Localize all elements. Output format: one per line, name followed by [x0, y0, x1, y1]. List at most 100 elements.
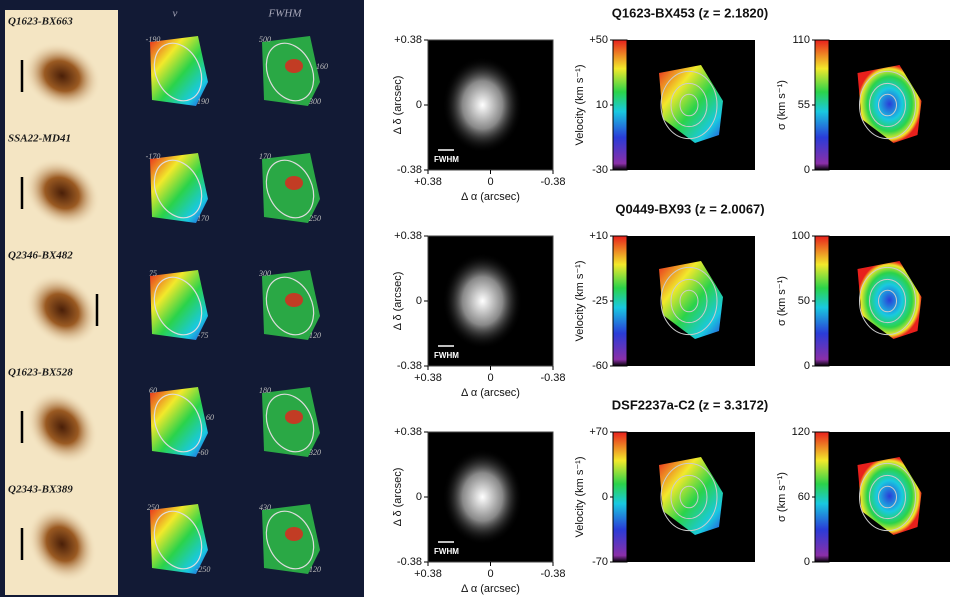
contour — [679, 485, 699, 509]
contour — [265, 159, 315, 219]
map-label: 170 — [259, 152, 271, 161]
contour — [869, 82, 906, 128]
colorbar — [612, 235, 628, 367]
contour — [859, 462, 916, 532]
map-label: 60 — [206, 413, 214, 422]
colorbar-tick-label: 120 — [792, 426, 810, 438]
colorbar-tick-label: -30 — [592, 164, 608, 176]
contour — [869, 474, 906, 520]
colorbar-tick-label: +10 — [589, 230, 608, 242]
colorbar-tick-label: 100 — [792, 230, 810, 242]
colorbar-label: σ (km s⁻¹) — [776, 80, 788, 130]
colorbar-tick-label: 60 — [798, 491, 810, 503]
y-tick-label: +0.38 — [394, 426, 422, 438]
galaxy-name: Q1623-BX528 — [8, 367, 73, 379]
colorbar-tick-label: +50 — [589, 34, 608, 46]
colorbar-tick-label: 110 — [792, 34, 810, 46]
map-label: 300 — [308, 97, 321, 106]
galaxy-thumbnail — [25, 274, 99, 346]
galaxy-image — [442, 57, 523, 153]
colorbar-tick-label: 0 — [804, 164, 810, 176]
colorbar-tick-label: 50 — [798, 295, 810, 307]
kinematic-map — [659, 65, 723, 143]
contour — [859, 266, 916, 336]
y-tick-label: +0.38 — [394, 34, 422, 46]
column-header: FWHM — [268, 8, 303, 20]
map-feature — [285, 410, 303, 424]
x-tick-label: +0.38 — [414, 372, 442, 384]
contour — [670, 278, 708, 324]
kinematic-map — [150, 270, 208, 340]
contour — [153, 510, 203, 570]
galaxy-image — [442, 449, 523, 545]
y-tick-label: 0 — [416, 99, 422, 111]
galaxy-thumbnail — [26, 390, 98, 464]
galaxy-thumbnail — [23, 42, 101, 110]
kinematic-map — [150, 504, 208, 574]
kinematic-map — [659, 457, 723, 535]
x-tick-label: 0 — [487, 372, 493, 384]
contour — [679, 93, 699, 117]
x-tick-label: +0.38 — [414, 568, 442, 580]
colorbar-tick-label: +70 — [589, 426, 608, 438]
galaxy-name: SSA22-MD41 — [8, 133, 71, 145]
x-tick-label: 0 — [487, 176, 493, 188]
beam-label: FWHM — [434, 547, 459, 556]
colorbar-label: Velocity (km s⁻¹) — [574, 457, 586, 538]
map-label: 160 — [316, 62, 328, 71]
contour — [153, 42, 203, 102]
contour — [153, 393, 203, 453]
map-label: -250 — [196, 565, 211, 574]
contour — [660, 266, 718, 336]
map-label: 300 — [258, 269, 271, 278]
contour — [265, 393, 315, 453]
galaxy-name: Q1623-BX663 — [8, 16, 73, 28]
x-tick-label: -0.38 — [540, 568, 565, 580]
kinematic-map — [150, 36, 208, 106]
colorbar-tick-label: -70 — [592, 556, 608, 568]
contour — [679, 289, 699, 313]
contour — [660, 462, 718, 532]
column-header: v — [173, 8, 178, 20]
colorbar-tick-label: 0 — [602, 491, 608, 503]
map-feature — [285, 527, 303, 541]
contour — [153, 276, 203, 336]
contour — [878, 485, 897, 509]
map-label: 120 — [309, 331, 321, 340]
row-title: Q0449-BX93 (z = 2.0067) — [615, 201, 764, 216]
x-axis-label: Δ α (arcsec) — [461, 387, 520, 399]
map-label: 430 — [259, 503, 271, 512]
map-label: 190 — [197, 97, 209, 106]
contour — [265, 510, 315, 570]
map-label: -75 — [198, 331, 209, 340]
map-label: 320 — [308, 448, 321, 457]
galaxy-thumbnail — [24, 158, 100, 228]
row-title: DSF2237a-C2 (z = 3.3172) — [612, 397, 768, 412]
kinematic-map — [857, 65, 922, 143]
galaxy-image — [442, 253, 523, 349]
map-label: 500 — [259, 35, 271, 44]
y-axis-label: Δ δ (arcsec) — [392, 468, 404, 527]
colorbar-label: Velocity (km s⁻¹) — [574, 65, 586, 146]
colorbar-tick-label: 10 — [596, 99, 608, 111]
map-label: 180 — [259, 386, 271, 395]
map-label: 60 — [149, 386, 157, 395]
colorbar — [814, 235, 830, 367]
y-tick-label: 0 — [416, 295, 422, 307]
x-tick-label: -0.38 — [540, 372, 565, 384]
x-axis-label: Δ α (arcsec) — [461, 583, 520, 595]
contour — [878, 289, 897, 313]
colorbar-tick-label: -60 — [592, 360, 608, 372]
x-tick-label: 0 — [487, 568, 493, 580]
map-label: 250 — [147, 503, 159, 512]
colorbar-tick-label: 55 — [798, 99, 810, 111]
map-label: 75 — [149, 269, 157, 278]
map-feature — [285, 59, 303, 73]
beam-label: FWHM — [434, 155, 459, 164]
y-axis-label: Δ δ (arcsec) — [392, 272, 404, 331]
contour — [670, 82, 708, 128]
map-label: -60 — [198, 448, 209, 457]
kinematic-map — [150, 387, 208, 457]
y-tick-label: -0.38 — [397, 164, 422, 176]
